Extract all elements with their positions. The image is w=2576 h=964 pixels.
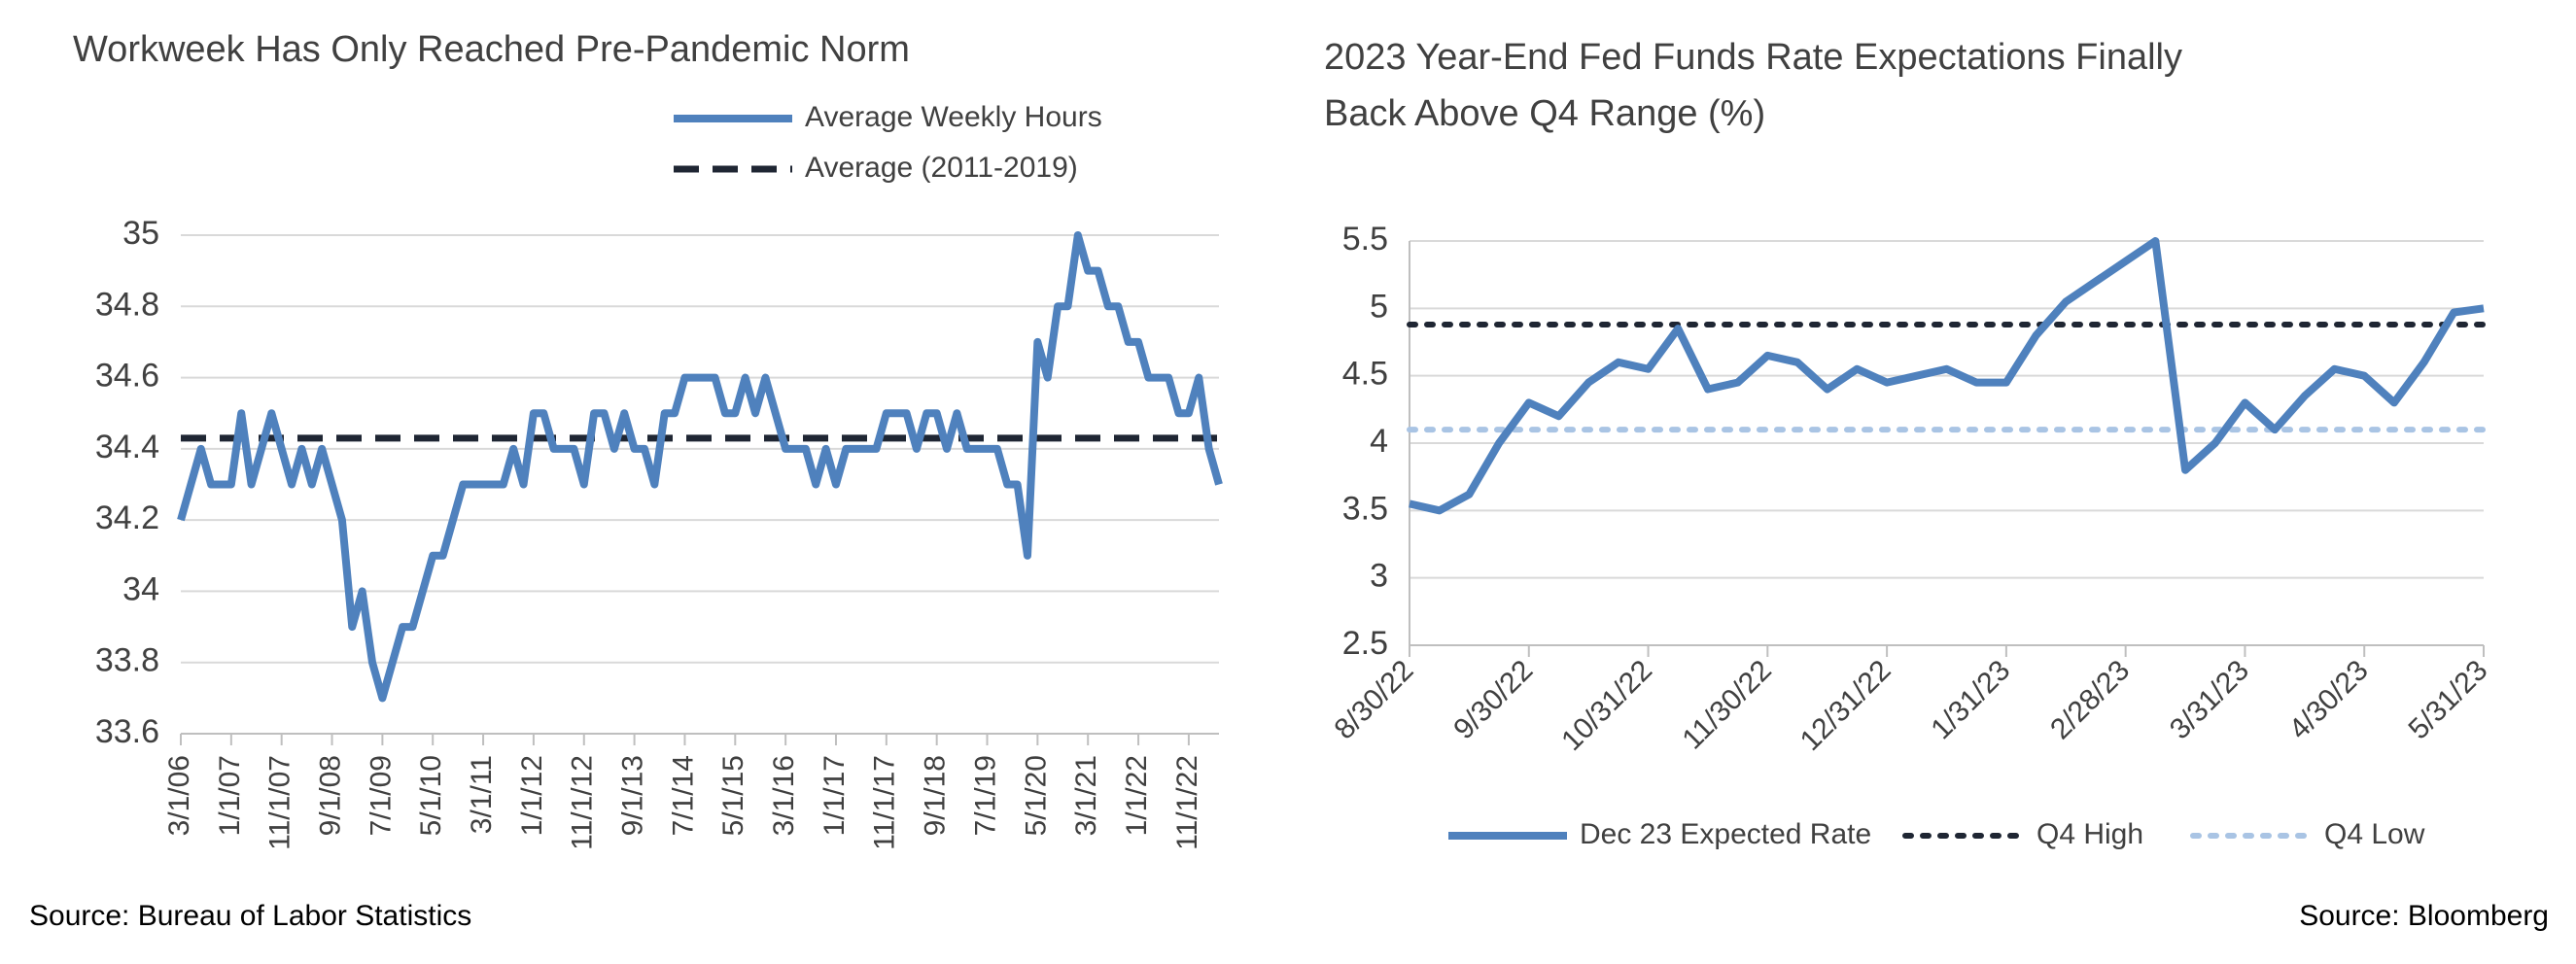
y-tick-label: 5.5	[1342, 221, 1388, 258]
x-tick-label: 5/1/20	[1020, 755, 1052, 836]
x-tick-label: 12/31/22	[1794, 654, 1897, 757]
x-tick-label: 2/28/23	[2044, 654, 2136, 745]
legend-label: Average Weekly Hours	[805, 101, 1102, 133]
chart-title: Workweek Has Only Reached Pre-Pandemic N…	[73, 29, 910, 70]
x-tick-label: 11/1/22	[1171, 755, 1203, 850]
x-tick-label: 3/1/21	[1070, 755, 1102, 836]
x-tick-label: 3/1/16	[768, 755, 800, 836]
y-tick-label: 5	[1370, 288, 1388, 325]
x-tick-label: 11/1/17	[869, 755, 901, 850]
legend-label: Q4 High	[2036, 818, 2143, 850]
y-tick-label: 34.6	[95, 358, 159, 395]
series-line	[1409, 237, 2485, 515]
y-tick-label: 4.5	[1342, 356, 1388, 393]
legend-label: Q4 Low	[2324, 818, 2425, 850]
x-tick-label: 4/30/23	[2283, 654, 2375, 745]
x-tick-label: 1/1/17	[818, 755, 851, 836]
x-tick-label: 9/1/13	[617, 755, 649, 836]
source: Source: Bloomberg	[2299, 900, 2549, 932]
legend-label: Dec 23 Expected Rate	[1580, 818, 1871, 850]
y-tick-label: 33.8	[95, 642, 159, 679]
x-tick-label: 7/1/19	[969, 755, 1001, 836]
series-line	[177, 231, 1223, 703]
x-tick-label: 3/1/06	[163, 755, 195, 836]
y-tick-label: 33.6	[95, 713, 159, 750]
x-tick-label: 5/1/10	[415, 755, 447, 836]
y-tick-label: 34.2	[95, 499, 159, 536]
y-tick-label: 34	[122, 570, 159, 607]
y-tick-label: 2.5	[1342, 625, 1388, 662]
chart-title: 2023 Year-End Fed Funds Rate Expectation…	[1324, 37, 2182, 134]
y-tick-label: 3.5	[1342, 490, 1388, 527]
y-tick-label: 3	[1370, 558, 1388, 595]
x-tick-label: 8/30/22	[1328, 654, 1419, 745]
x-tick-label: 11/30/22	[1677, 654, 1778, 755]
x-tick-label: 3/31/23	[2164, 654, 2255, 745]
x-tick-label: 1/31/23	[1925, 654, 2016, 745]
x-tick-label: 1/1/07	[214, 755, 246, 836]
x-tick-label: 11/1/12	[567, 755, 599, 850]
x-tick-label: 9/1/18	[920, 755, 952, 836]
y-tick-label: 34.8	[95, 286, 159, 323]
x-tick-label: 7/1/14	[667, 755, 699, 836]
legend-label: Average (2011-2019)	[805, 152, 1078, 184]
y-tick-label: 35	[122, 215, 159, 252]
x-tick-label: 5/1/15	[717, 755, 749, 836]
x-tick-label: 11/1/07	[264, 755, 296, 850]
y-tick-label: 4	[1370, 423, 1388, 460]
x-tick-label: 10/31/22	[1555, 654, 1658, 757]
y-tick-label: 34.4	[95, 429, 159, 465]
x-tick-label: 7/1/09	[365, 755, 397, 836]
x-tick-label: 9/30/22	[1447, 654, 1539, 745]
x-tick-label: 9/1/08	[314, 755, 346, 836]
source: Source: Bureau of Labor Statistics	[29, 900, 472, 932]
x-tick-label: 1/1/12	[516, 755, 548, 836]
x-tick-label: 5/31/23	[2402, 654, 2493, 745]
x-tick-label: 1/1/22	[1121, 755, 1153, 836]
x-tick-label: 3/1/11	[466, 755, 498, 834]
